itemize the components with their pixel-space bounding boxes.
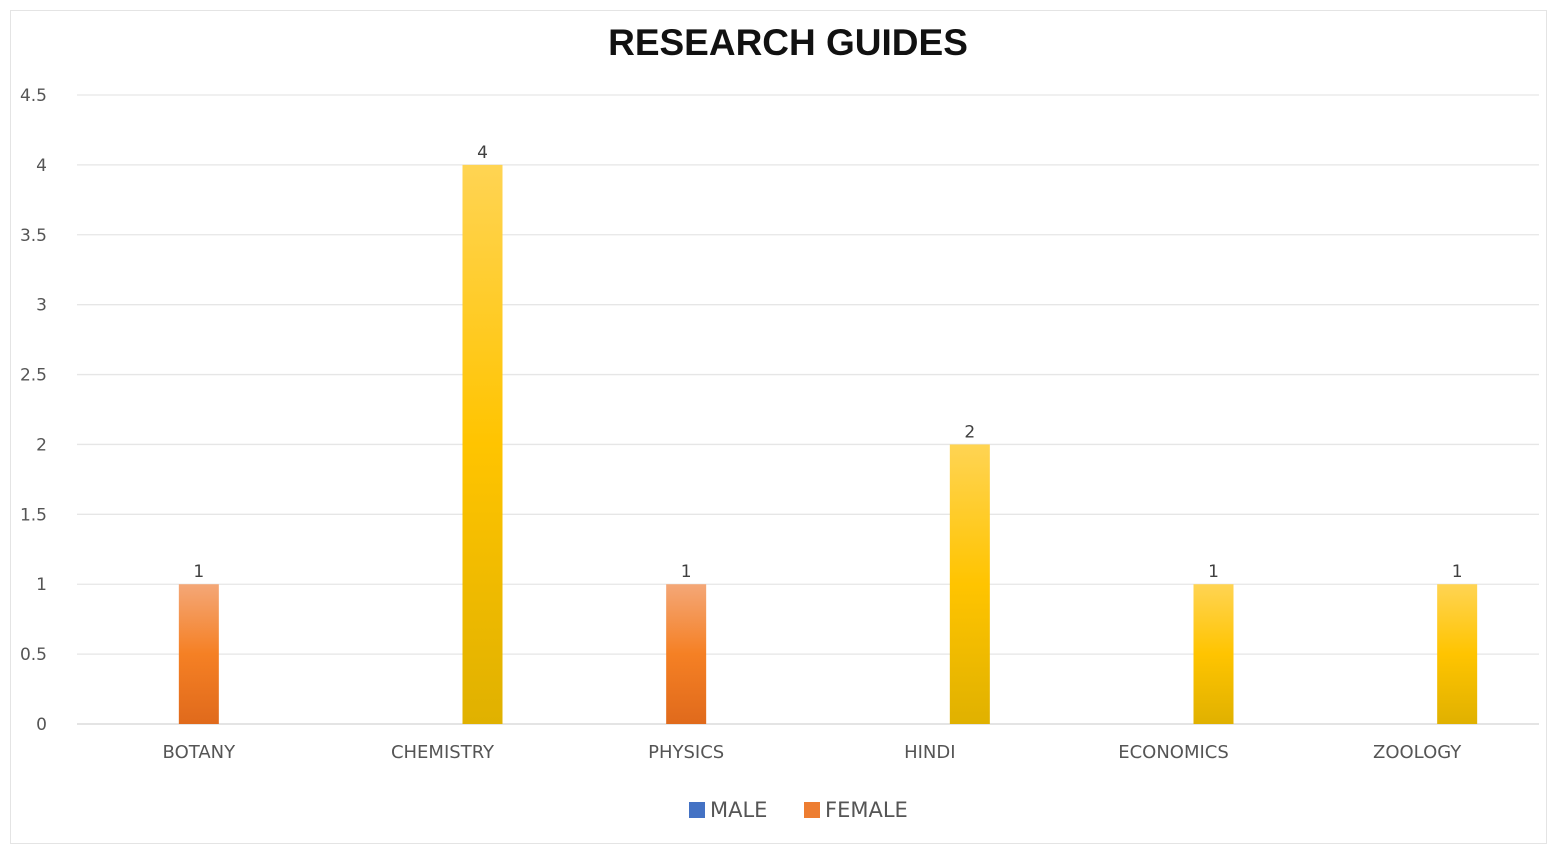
data-label: 2 [964,422,975,442]
y-tick-label: 4.5 [20,86,47,106]
y-tick-label: 2 [36,435,47,455]
bar-hindi [949,444,990,724]
y-tick-label: 1 [36,575,47,595]
x-tick-label: ZOOLOGY [1373,742,1462,763]
gridlines [77,94,1539,725]
y-axis-ticks: 0 0.5 1 1.5 2 2.5 3 3.5 4 4.5 [20,86,47,735]
data-label: 1 [681,562,692,582]
legend-label: FEMALE [825,798,908,822]
y-tick-label: 2.5 [20,366,47,386]
data-label: 1 [1208,562,1219,582]
x-tick-label: HINDI [904,742,955,763]
y-tick-label: 0 [36,715,47,735]
bar-zoology [1437,584,1478,724]
x-tick-label: PHYSICS [648,742,724,763]
y-tick-label: 1.5 [20,505,47,525]
bar-botany [178,584,219,724]
y-tick-label: 3 [36,296,47,316]
x-tick-label: ECONOMICS [1118,742,1229,763]
y-tick-label: 3.5 [20,226,47,246]
data-labels: 1 4 1 2 1 1 [193,143,1462,582]
x-axis-labels: BOTANY CHEMISTRY PHYSICS HINDI ECONOMICS ZOOL… [163,742,1463,763]
legend-label: MALE [710,798,767,822]
data-label: 1 [193,562,204,582]
chart-title: RESEARCH GUIDES [608,22,968,63]
legend-swatch [689,802,705,818]
legend-swatch [804,802,820,818]
bar-chemistry [462,164,503,724]
bar-chart: RESEARCH GUIDES 00.511.522.533.544.5 141… [20,22,1539,822]
x-tick-label: BOTANY [163,742,237,763]
legend: MALE FEMALE [689,798,908,822]
y-tick-label: 0.5 [20,645,47,665]
bar-economics [1193,584,1234,724]
x-tick-label: CHEMISTRY [391,742,495,763]
bars [178,164,1478,724]
data-label: 4 [477,143,488,163]
bar-physics [666,584,707,724]
y-tick-label: 4 [36,156,47,176]
data-label: 1 [1452,562,1463,582]
